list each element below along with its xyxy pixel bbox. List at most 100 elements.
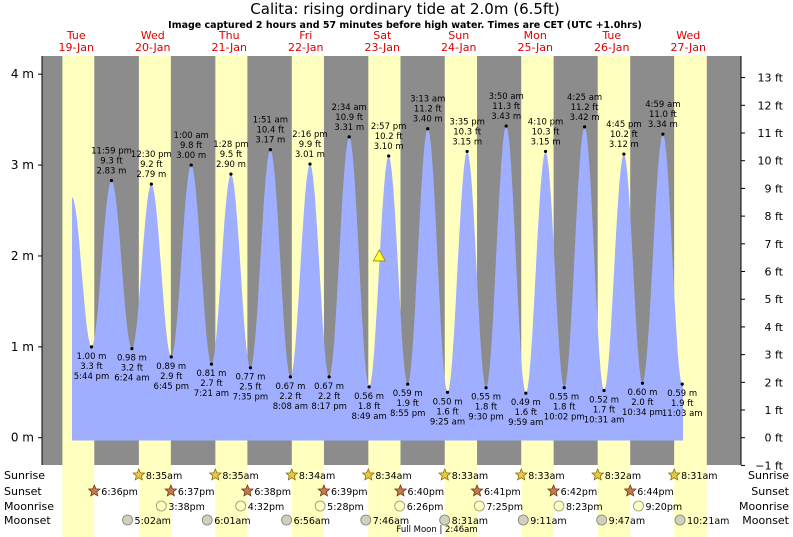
sunrise-star-0 — [132, 468, 146, 481]
tide-time-6: 7:21 am — [194, 389, 229, 399]
tide-time-4: 6:45 pm — [154, 382, 189, 392]
sunset-star-1 — [164, 484, 178, 497]
moonset-icon-1 — [201, 514, 213, 526]
tide-point-20 — [484, 386, 488, 390]
tide-point-14 — [367, 385, 371, 389]
tide-m-22: 0.49 m — [511, 398, 541, 408]
tide-point-12 — [327, 375, 331, 379]
tide-time-8: 7:35 pm — [233, 393, 268, 403]
tide-m-14: 0.56 m — [354, 392, 384, 402]
day-name-4: Sat — [373, 29, 392, 42]
tide-ft-22: 1.6 ft — [515, 408, 538, 418]
right-tick-label-12: 11 ft — [758, 127, 784, 140]
moonset-time-2: 6:56am — [294, 516, 330, 527]
axes: 0 m 1 m 2 m 3 m 4 m −1 ft 0 ft 1 ft 2 ft 3 ft 4 ft… — [11, 56, 784, 472]
moonrise-time-1: 4:32pm — [248, 502, 285, 513]
tide-point-1 — [109, 178, 114, 183]
sunrise-time-2: 8:34am — [299, 471, 335, 482]
tide-time-18: 9:25 am — [430, 417, 465, 427]
day-name-6: Mon — [524, 29, 547, 42]
tide-point-7 — [229, 172, 233, 176]
row-label-right-2: Moonrise — [739, 500, 789, 513]
tide-time-1: 11:59 pm — [91, 147, 132, 157]
tide-m-3: 2.79 m — [136, 170, 166, 180]
sunset-star-0 — [87, 484, 101, 497]
tide-time-0: 5:44 pm — [74, 372, 109, 382]
full-moon-label: Full Moon | 2:46am — [396, 525, 477, 535]
left-tick-label-0: 0 m — [11, 431, 34, 445]
moonrise-time-0: 3:38pm — [168, 502, 205, 513]
tide-point-29 — [661, 132, 665, 136]
tide-point-6 — [209, 362, 214, 366]
tide-m-18: 0.50 m — [433, 397, 463, 407]
tide-ft-23: 10.3 ft — [532, 127, 560, 137]
moonrise-icon-4 — [474, 500, 485, 512]
sunrise-star-1 — [208, 468, 222, 481]
tide-m-0: 1.00 m — [77, 352, 107, 362]
right-tick-label-14: 13 ft — [758, 72, 784, 85]
tide-time-10: 8:08 am — [273, 402, 308, 412]
tide-time-20: 9:30 pm — [468, 413, 503, 423]
tide-point-25 — [582, 125, 587, 129]
day-name-0: Tue — [66, 29, 86, 42]
right-tick-label-4: 3 ft — [765, 349, 784, 362]
tide-ft-15: 10.2 ft — [375, 132, 403, 142]
tide-ft-20: 1.8 ft — [475, 403, 498, 413]
chart-title: Calita: rising ordinary tide at 2.0m (6.… — [250, 0, 559, 18]
left-tick-label-3: 3 m — [11, 158, 34, 172]
astro-rows: Sunrise Sunrise Sunset Sunset Moonrise Moonri… — [4, 468, 790, 527]
tide-time-27: 4:45 pm — [606, 120, 641, 130]
tide-time-19: 3:35 pm — [449, 117, 484, 127]
tide-point-30 — [680, 382, 684, 386]
moonset-time-3: 7:46am — [373, 516, 409, 527]
sunset-star-6 — [547, 484, 561, 497]
tide-point-4 — [169, 355, 173, 359]
tide-ft-16: 1.9 ft — [396, 399, 419, 409]
tide-area — [72, 126, 683, 441]
day-date-1: 20-Jan — [135, 41, 171, 54]
tide-labels: 1.00 m3.3 ft5:44 pm 11:59 pm9.3 ft2.83 m 0… — [74, 92, 703, 428]
moonset-time-6: 9:47am — [609, 516, 645, 527]
tide-ft-25: 11.2 ft — [571, 103, 599, 113]
moonset-icon-2 — [281, 514, 292, 526]
left-tick-label-1: 1 m — [11, 340, 34, 354]
tide-ft-19: 10.3 ft — [453, 127, 481, 137]
row-label-left-2: Moonrise — [4, 500, 54, 513]
moonset-icon-4 — [439, 514, 451, 526]
tide-m-28: 0.60 m — [627, 388, 657, 398]
tide-time-17: 3:13 am — [410, 95, 445, 105]
day-name-8: Wed — [676, 29, 700, 42]
right-tick-label-9: 8 ft — [765, 210, 784, 223]
tide-ft-29: 11.0 ft — [649, 110, 677, 120]
moonrise-icon-1 — [235, 500, 247, 512]
row-label-left-0: Sunrise — [4, 469, 45, 482]
row-label-right-0: Sunrise — [748, 469, 789, 482]
tide-time-9: 1:51 am — [253, 116, 288, 126]
sunrise-star-3 — [361, 468, 375, 481]
moonrise-time-6: 9:20pm — [645, 502, 682, 513]
daylight-band-lower-4 — [368, 465, 401, 537]
tide-m-12: 0.67 m — [314, 382, 344, 392]
tide-ft-14: 1.8 ft — [358, 402, 381, 412]
tide-point-21 — [504, 124, 508, 128]
tide-ft-17: 11.2 ft — [414, 105, 442, 115]
day-name-2: Thu — [218, 29, 240, 42]
right-tick-label-0: −1 ft — [755, 459, 783, 472]
tide-m-9: 3.17 m — [255, 136, 285, 146]
day-date-4: 23-Jan — [364, 41, 400, 54]
sunrise-time-4: 8:33am — [452, 471, 488, 482]
tide-ft-12: 2.2 ft — [318, 392, 341, 402]
tide-m-7: 2.90 m — [216, 160, 246, 170]
tide-time-21: 3:50 am — [489, 92, 524, 102]
tide-point-28 — [640, 381, 645, 385]
tide-time-16: 8:55 pm — [390, 409, 425, 419]
tide-m-16: 0.59 m — [393, 389, 423, 399]
tide-time-23: 4:10 pm — [528, 117, 563, 127]
tide-time-15: 2:57 pm — [371, 122, 406, 132]
tide-point-18 — [445, 390, 450, 394]
sunset-time-1: 6:37pm — [178, 487, 215, 498]
tide-point-9 — [268, 148, 272, 152]
tide-m-26: 0.52 m — [589, 395, 619, 405]
tide-m-13: 3.31 m — [334, 123, 364, 133]
